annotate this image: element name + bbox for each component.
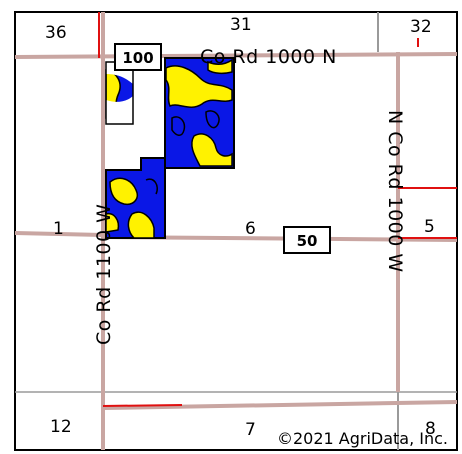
soil-parcel-north-right	[164, 57, 235, 169]
section-number: 5	[424, 217, 435, 237]
soil-parcel-north-left	[105, 61, 134, 125]
section-number: 36	[45, 23, 67, 43]
road-label-west: Co Rd 1100 W	[93, 204, 115, 345]
road-shield-100: 100	[114, 43, 162, 71]
roads	[14, 12, 458, 450]
section-number: 31	[230, 15, 252, 35]
svg-text:50: 50	[297, 232, 318, 250]
boundary-lines	[98, 12, 457, 407]
section-number: 8	[425, 419, 436, 439]
section-number: 7	[245, 420, 256, 440]
soil-parcel-south	[105, 157, 166, 239]
road-label-east: N Co Rd 1000 W	[384, 110, 406, 273]
road-shield-50: 50	[283, 226, 331, 254]
road-label-north: Co Rd 1000 N	[200, 46, 337, 68]
map-frame	[14, 11, 458, 451]
svg-text:100: 100	[122, 49, 153, 67]
section-number: 6	[245, 219, 256, 239]
section-number: 1	[53, 219, 64, 239]
section-number: 12	[50, 417, 72, 437]
copyright-text: ©2021 AgriData, Inc.	[277, 429, 448, 448]
section-number: 32	[410, 17, 432, 37]
